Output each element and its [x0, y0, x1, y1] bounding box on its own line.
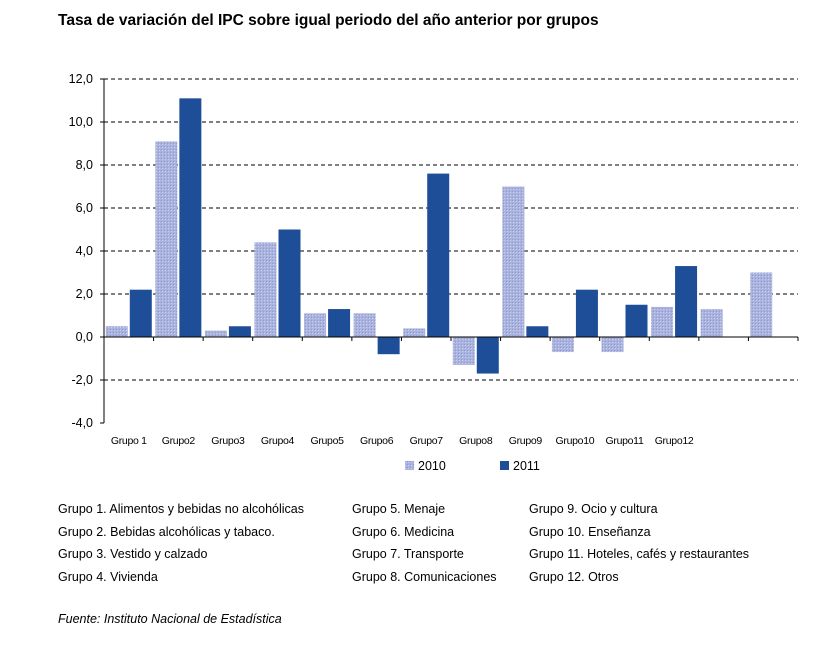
bar-2011: [427, 173, 450, 337]
bar-2010: [700, 309, 723, 337]
x-tick-label: Grupo12: [655, 435, 694, 447]
bar-2011: [129, 289, 152, 337]
group-legend-item: Grupo 8. Comunicaciones: [352, 569, 497, 584]
x-tick-label: Grupo4: [261, 435, 295, 447]
group-legend-item: Grupo 4. Vivienda: [58, 569, 158, 584]
x-tick-label: Grupo11: [606, 435, 644, 447]
group-legend-item: Grupo 6. Medicina: [352, 524, 455, 539]
bar-2011: [575, 289, 598, 337]
legend-swatch-2010: [405, 461, 414, 470]
bar-2010: [601, 337, 624, 353]
y-tick-label: 6,0: [76, 201, 93, 215]
x-tick-label: Grupo9: [509, 435, 543, 447]
bar-2011: [377, 337, 400, 355]
bar-2011: [228, 326, 251, 337]
bar-2011: [476, 337, 499, 374]
source-note: Fuente: Instituto Nacional de Estadístic…: [58, 612, 282, 626]
y-tick-label: 8,0: [76, 158, 93, 172]
bar-2011: [278, 229, 301, 337]
bar-2010: [403, 328, 426, 337]
bar-2010: [551, 337, 574, 353]
chart: 12,0 10,0 8,0 6,0 4,0 2,0 0,0 -2,0 -4,0 Grupo 1 Gr…: [69, 72, 799, 473]
bar-2010: [254, 242, 277, 337]
group-legend-item: Grupo 7. Transporte: [352, 547, 464, 562]
legend-label-2011: 2011: [513, 459, 540, 473]
bar-2010: [155, 141, 178, 337]
group-legend-item: Grupo 5. Menaje: [352, 502, 446, 516]
bar-2011: [179, 98, 202, 337]
group-legend-item: Grupo 2. Bebidas alcohólicas y tabaco.: [58, 524, 275, 539]
y-tick-label: 4,0: [76, 244, 93, 258]
bar-2011: [328, 309, 351, 337]
legend-swatch-2011: [500, 461, 509, 470]
x-tick-label: Grupo3: [211, 435, 245, 447]
x-tick-label: Grupo8: [459, 435, 493, 447]
bar-2011: [526, 326, 549, 337]
y-tick-label: 0,0: [76, 330, 93, 344]
bar-2010: [452, 337, 475, 365]
y-tick-label: 2,0: [76, 287, 93, 301]
y-tick-label: -4,0: [71, 416, 93, 430]
group-legend-item: Grupo 1. Alimentos y bebidas no alcohóli…: [58, 502, 304, 516]
group-legend-item: Grupo 11. Hoteles, cafés y restaurantes: [529, 547, 750, 562]
x-tick-label: Grupo10: [556, 435, 595, 447]
bar-2010: [204, 330, 227, 337]
legend-label-2010: 2010: [418, 459, 446, 473]
group-legend-item: Grupo 12. Otros: [529, 569, 619, 584]
x-tick-label: Grupo5: [310, 435, 344, 447]
group-legend-item: Grupo 9. Ocio y cultura: [529, 502, 658, 516]
bar-2010: [353, 313, 376, 337]
bar-2010: [304, 313, 327, 337]
x-tick-label: Grupo7: [410, 435, 444, 447]
bar-2010: [651, 306, 674, 337]
bar-2010: [750, 272, 773, 337]
group-legend-col3: Grupo 9. Ocio y cultura Grupo 10. Enseña…: [529, 498, 749, 588]
bar-2010: [502, 186, 525, 337]
y-tick-label: -2,0: [71, 373, 93, 387]
x-tick-label: Grupo6: [360, 435, 394, 447]
y-tick-label: 10,0: [69, 115, 93, 129]
x-tick-label: Grupo2: [162, 435, 196, 447]
chart-title: Tasa de variación del IPC sobre igual pe…: [58, 12, 599, 29]
group-legend-item: Grupo 10. Enseñanza: [529, 524, 651, 539]
group-legend-col2: Grupo 5. Menaje Grupo 6. Medicina Grupo …: [352, 498, 497, 588]
group-legend-item: Grupo 3. Vestido y calzado: [58, 547, 208, 562]
x-tick-label: Grupo 1: [111, 435, 147, 447]
group-legend-col1: Grupo 1. Alimentos y bebidas no alcohóli…: [58, 498, 304, 588]
bar-2011: [625, 304, 648, 337]
bar-2011: [675, 266, 698, 337]
y-tick-label: 12,0: [69, 72, 93, 86]
bar-2010: [105, 326, 128, 337]
